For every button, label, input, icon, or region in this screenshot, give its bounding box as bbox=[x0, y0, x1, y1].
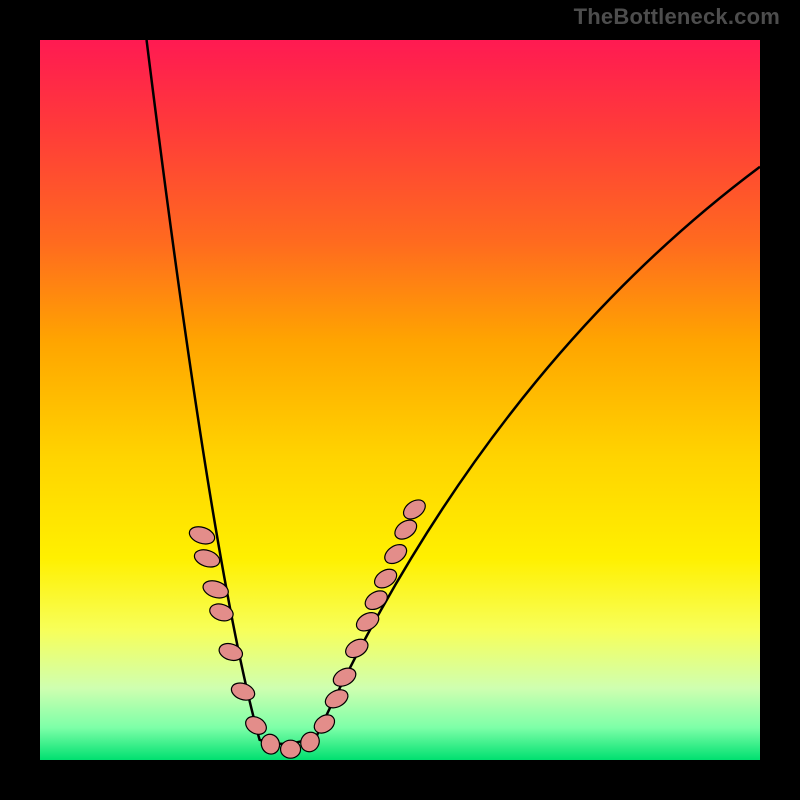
watermark-label: TheBottleneck.com bbox=[574, 4, 780, 30]
bead-marker bbox=[281, 740, 301, 758]
chart-canvas: TheBottleneck.com bbox=[0, 0, 800, 800]
plot-area bbox=[40, 40, 760, 760]
chart-svg bbox=[0, 0, 800, 800]
